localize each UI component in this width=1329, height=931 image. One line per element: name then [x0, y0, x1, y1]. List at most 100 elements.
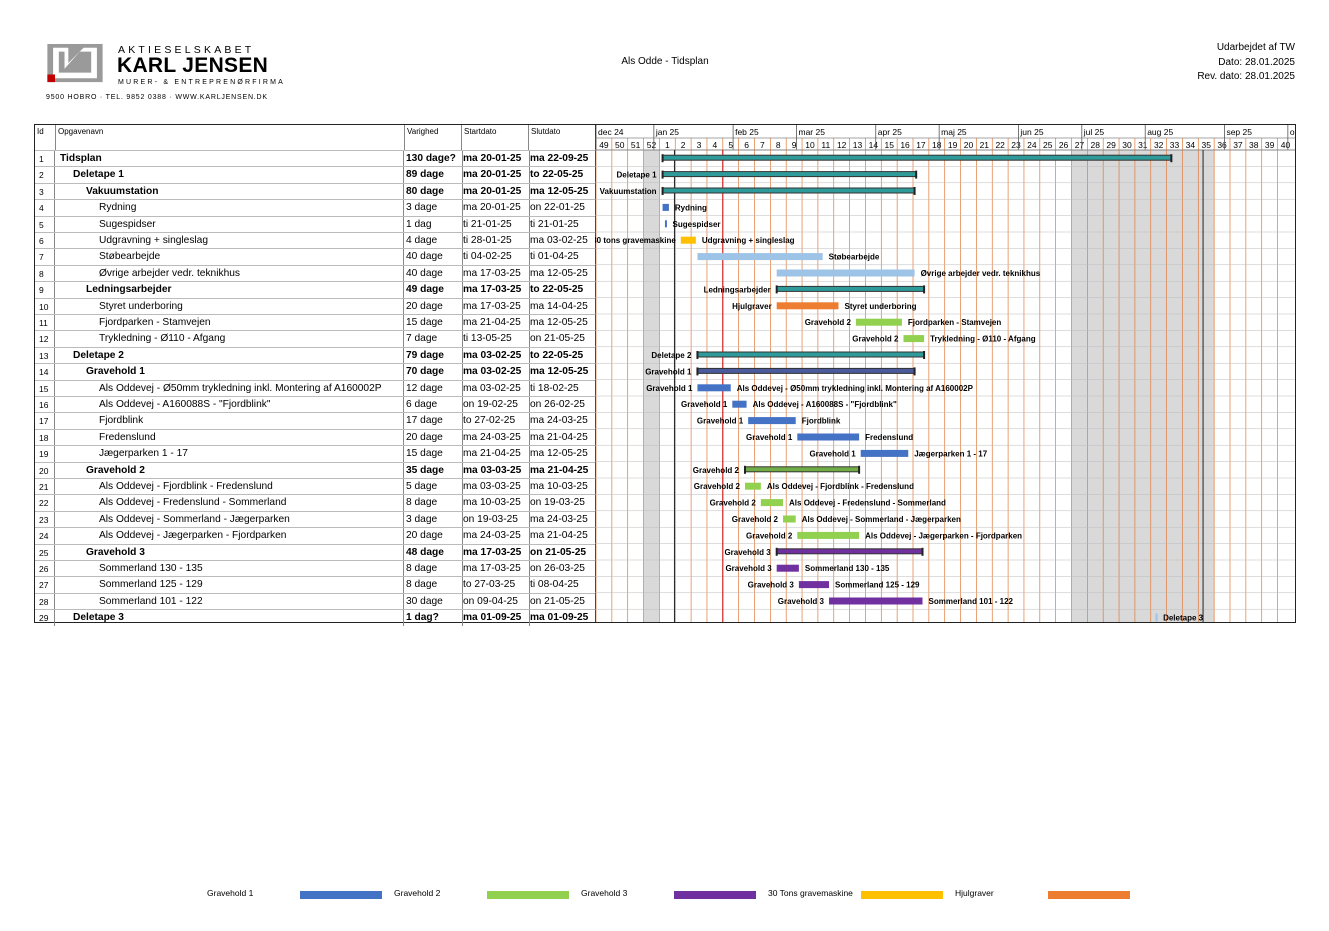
- header-name: Opgavenavn: [56, 125, 405, 150]
- task-start: ma 03-02-25: [462, 380, 530, 397]
- summary-bar-cap: [743, 465, 746, 474]
- task-start: ti 13-05-25: [462, 331, 530, 348]
- week-label: 16: [900, 140, 910, 150]
- table-row[interactable]: 18 Fredenslund 20 dage ma 24-03-25 ma 21-04-…: [35, 428, 595, 446]
- bar-label: Als Oddevej - A160088S - "Fjordblink": [753, 400, 897, 409]
- task-end: ma 12-05-25: [530, 448, 588, 460]
- task-name: Tidsplan: [56, 151, 404, 167]
- task-end: ma 12-05-25: [530, 366, 589, 378]
- bar-label: Vakuumstation: [600, 187, 657, 196]
- task-name: Støbearbejde: [56, 249, 404, 266]
- task-duration: 1 dag?: [405, 610, 463, 627]
- table-row[interactable]: 20 Gravehold 2 35 dage ma 03-03-25 ma 21-04-…: [35, 461, 595, 479]
- table-row[interactable]: 19 Jægerparken 1 - 17 15 dage ma 21-04-25 ma…: [35, 445, 595, 463]
- summary-bar: [696, 351, 925, 358]
- task-start: ti 21-01-25: [462, 216, 530, 233]
- table-row[interactable]: 10 Styret underboring 20 dage ma 17-03-25 ma…: [35, 297, 595, 315]
- table-row[interactable]: 25 Gravehold 3 48 dage ma 17-03-25 on 21-05-…: [35, 543, 595, 561]
- table-row[interactable]: 11 Fjordparken - Stamvejen 15 dage ma 21-04…: [35, 314, 595, 331]
- table-row[interactable]: 13 Deletape 2 79 dage ma 03-02-25 to 22-05-2…: [35, 346, 595, 364]
- task-end: ma 22-09-25: [530, 153, 589, 164]
- week-label: 51: [631, 140, 641, 150]
- task-end: on 26-03-25: [530, 563, 585, 574]
- task-name: Øvrige arbejder vedr. teknikhus: [56, 265, 404, 282]
- task-end: ma 12-05-25: [530, 267, 588, 279]
- task-bar: [855, 318, 902, 326]
- task-start: ti 28-01-25: [462, 233, 530, 249]
- week-label: 39: [1265, 140, 1275, 150]
- task-id: 13: [35, 347, 55, 364]
- month-label: apr 25: [878, 127, 902, 137]
- task-start: ma 10-03-25: [462, 495, 530, 512]
- task-name: Deletape 2: [56, 347, 404, 364]
- table-row[interactable]: 14 Gravehold 1 70 dage ma 03-02-25 ma 12-05-…: [35, 363, 595, 381]
- legend-swatch: [487, 891, 569, 899]
- resource-label: Gravehold 1: [646, 384, 693, 393]
- table-row[interactable]: 21 Als Oddevej - Fjordblink - Fredenslund…: [35, 478, 595, 495]
- bar-label: Als Oddevej - Jægerparken - Fjordparken: [865, 531, 1022, 540]
- table-row[interactable]: 24 Als Oddevej - Jægerparken - Fjordparke…: [35, 527, 595, 545]
- summary-bar-cap: [1170, 154, 1173, 163]
- table-row[interactable]: 28 Sommerland 101 - 122 30 dage on 09-04-25…: [35, 592, 595, 610]
- table-row[interactable]: 8 Øvrige arbejder vedr. teknikhus 40 dage m…: [35, 264, 595, 282]
- table-row[interactable]: 17 Fjordblink 17 dage to 27-02-25 ma 24-03-2…: [35, 412, 595, 430]
- legend-label: Gravehold 1: [207, 888, 254, 898]
- table-row[interactable]: 15 Als Oddevej - Ø50mm trykledning inkl. …: [35, 379, 595, 397]
- task-bar: [662, 203, 669, 211]
- task-end: to 22-05-25: [530, 169, 584, 181]
- table-row[interactable]: 26 Sommerland 130 - 135 8 dage ma 17-03-25 o…: [35, 560, 595, 577]
- task-name: Als Oddevej - Fjordblink - Fredenslund: [56, 479, 404, 495]
- week-label: 6: [744, 140, 749, 150]
- table-row[interactable]: 7 Støbearbejde 40 dage ti 04-02-25 ti 01-04-…: [35, 248, 595, 266]
- bar-label: Øvrige arbejder vedr. teknikhus: [921, 269, 1041, 278]
- table-row[interactable]: 2 Deletape 1 89 dage ma 20-01-25 to 22-05-25: [35, 166, 595, 184]
- table-row[interactable]: 1 Tidsplan 130 dage? ma 20-01-25 ma 22-09-25: [35, 150, 595, 167]
- table-row[interactable]: 5 Sugespidser 1 dag ti 21-01-25 ti 21-01-25: [35, 215, 595, 233]
- task-end: ma 21-04-25: [530, 431, 588, 443]
- week-label: 25: [1043, 140, 1053, 150]
- task-start: ma 01-09-25: [462, 610, 530, 627]
- table-row[interactable]: 3 Vakuumstation 80 dage ma 20-01-25 ma 12-05…: [35, 182, 595, 200]
- task-name: Fredenslund: [56, 429, 404, 446]
- task-duration: 3 dage: [405, 200, 463, 217]
- resource-label: Hjulgraver: [732, 302, 772, 311]
- summary-bar-cap: [858, 465, 861, 474]
- task-end: ma 12-05-25: [530, 317, 588, 328]
- table-row[interactable]: 6 Udgravning + singleslag 4 dage ti 28-01-2…: [35, 232, 595, 249]
- table-row[interactable]: 23 Als Oddevej - Sommerland - Jægerparken…: [35, 510, 595, 528]
- task-id: 20: [35, 462, 55, 479]
- summary-bar: [662, 154, 1172, 161]
- task-bar: [732, 400, 747, 408]
- task-bar: [697, 384, 731, 392]
- bar-label: Sommerland 101 - 122: [929, 597, 1014, 606]
- milestone-bar: [1155, 613, 1158, 622]
- prepared-by: Udarbejdet af TW: [1216, 42, 1295, 53]
- task-name: Styret underboring: [56, 298, 404, 315]
- task-bar: [776, 564, 799, 572]
- week-label: 14: [869, 140, 879, 150]
- legend-swatch: [861, 891, 943, 899]
- table-row[interactable]: 22 Als Oddevej - Fredenslund - Sommerland…: [35, 494, 595, 512]
- legend-label: Gravehold 2: [394, 888, 441, 898]
- task-id: 3: [35, 183, 55, 200]
- resource-label: Gravehold 2: [732, 515, 779, 524]
- holiday-shade: [1071, 150, 1215, 622]
- summary-bar: [662, 171, 917, 178]
- summary-bar-cap: [913, 187, 916, 195]
- table-row[interactable]: 9 Ledningsarbejder 49 dage ma 17-03-25 to 22…: [35, 281, 595, 299]
- table-row[interactable]: 4 Rydning 3 dage ma 20-01-25 on 22-01-25: [35, 199, 595, 217]
- summary-bar: [696, 367, 916, 374]
- table-row[interactable]: 16 Als Oddevej - A160088S - "Fjordblink" 6…: [35, 396, 595, 413]
- table-row[interactable]: 12 Trykledning - Ø110 - Afgang 7 dage ti 13…: [35, 330, 595, 348]
- summary-bar-cap: [661, 187, 664, 195]
- task-name: Gravehold 2: [56, 462, 404, 479]
- task-id: 2: [35, 167, 55, 184]
- table-row[interactable]: 27 Sommerland 125 - 129 8 dage to 27-03-25 t…: [35, 576, 595, 594]
- legend-swatch: [1048, 891, 1130, 899]
- task-name: Udgravning + singleslag: [56, 233, 404, 249]
- task-duration: 8 dage: [405, 561, 463, 577]
- task-duration: 30 dage: [405, 593, 463, 610]
- week-label: 40: [1281, 140, 1291, 150]
- task-id: 5: [35, 216, 55, 233]
